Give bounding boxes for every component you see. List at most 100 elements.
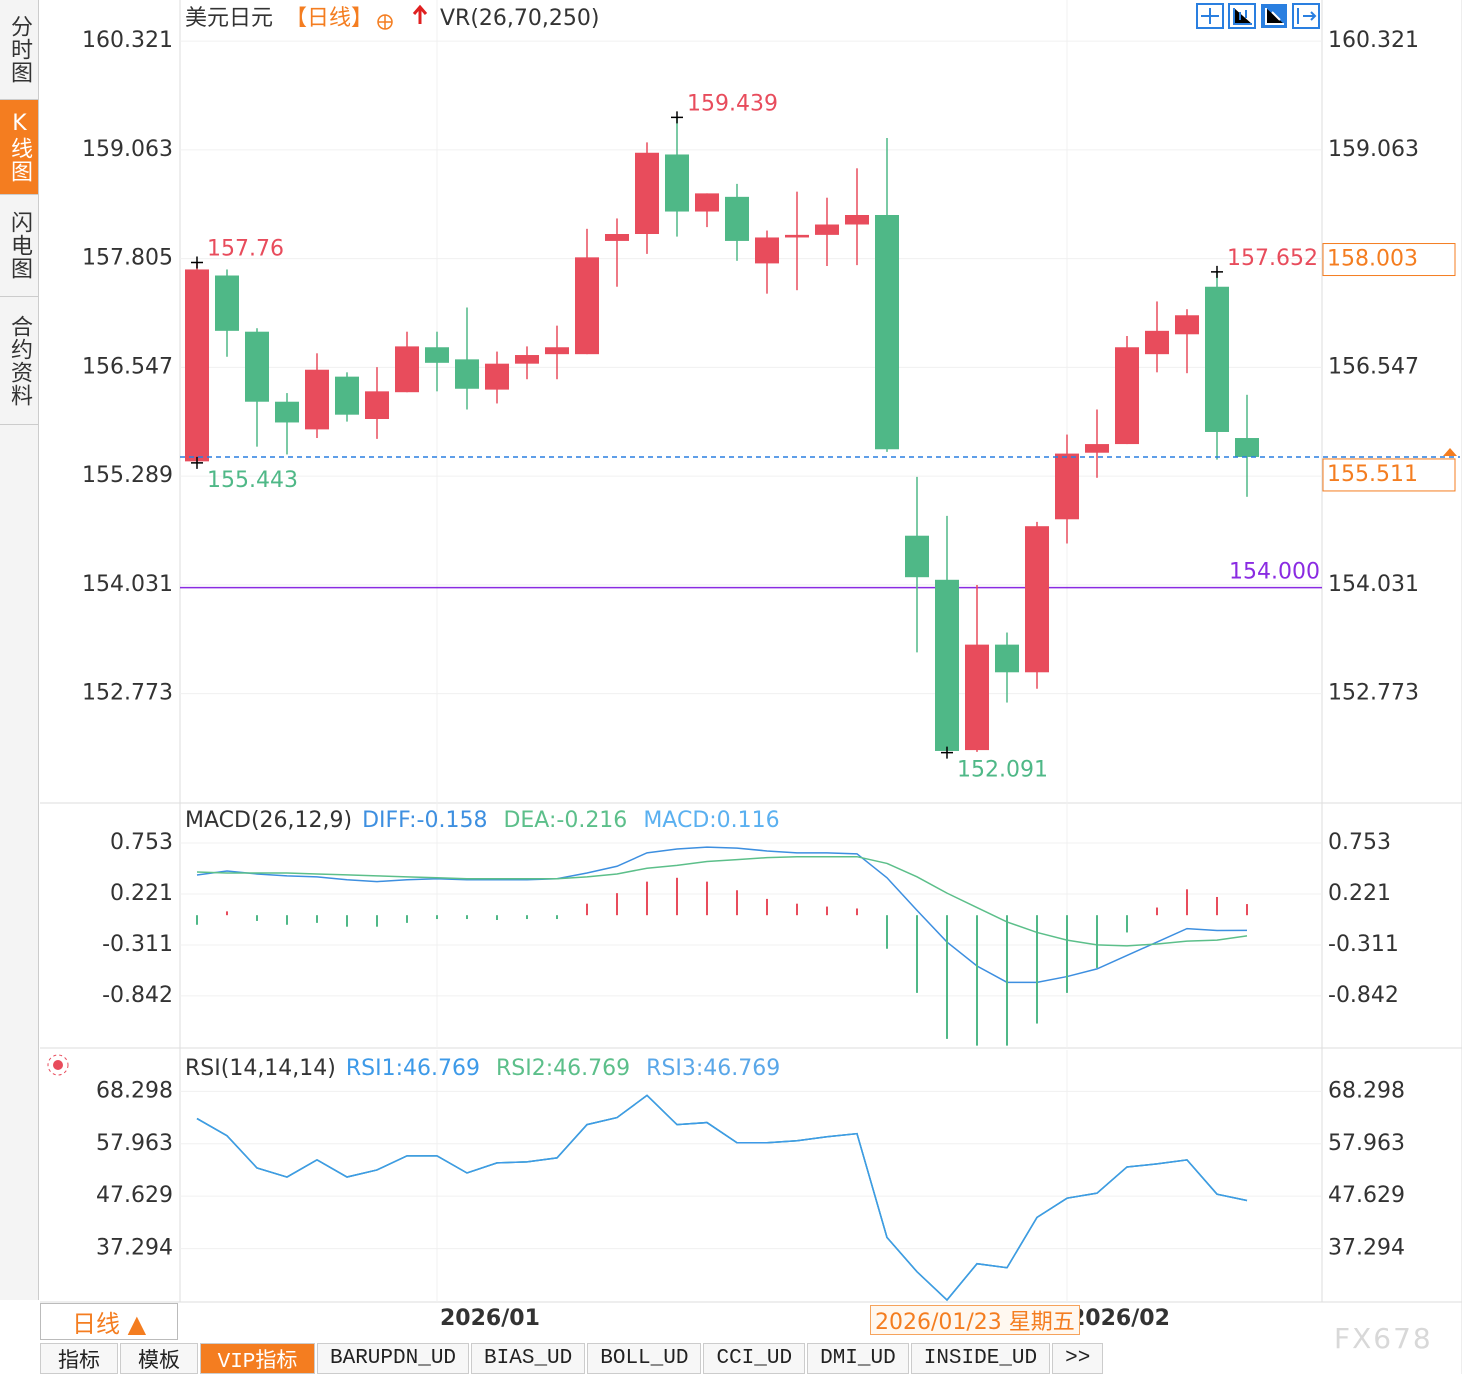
extreme-marker: [191, 456, 203, 469]
y-tick-label-right: 156.547: [1328, 354, 1419, 379]
y-tick-label-right: 154.031: [1328, 572, 1419, 597]
candle-body: [845, 214, 869, 225]
y-tick-label-right: -0.311: [1328, 932, 1399, 957]
watermark: FX678: [1334, 1322, 1433, 1355]
series-line: [196, 846, 1248, 984]
high-label: 159.439: [687, 91, 778, 116]
extreme-marker: [941, 746, 953, 759]
panel-title: MACD(26,12,9): [185, 808, 352, 833]
panel-title: RSI(14,14,14): [185, 1056, 336, 1081]
candle-body: [305, 369, 329, 430]
series-line: [196, 1094, 1248, 1302]
extreme-marker: [671, 111, 683, 124]
indicator-label: VR(26,70,250): [440, 6, 599, 31]
tab[interactable]: CCI_UD: [703, 1343, 806, 1374]
candle-body: [455, 359, 479, 389]
y-tick-label: -0.311: [102, 932, 173, 957]
series-line: [196, 1094, 1248, 1302]
candle-body: [875, 214, 899, 450]
candle-body: [185, 269, 209, 462]
y-tick-label: 160.321: [82, 28, 173, 53]
tab[interactable]: BIAS_UD: [471, 1343, 586, 1374]
icon[interactable]: [1233, 8, 1252, 25]
candle-body: [1145, 330, 1169, 355]
y-tick-label-right: 160.321: [1328, 28, 1419, 53]
candle-body: [545, 347, 569, 355]
toolbar-icons[interactable]: [1196, 3, 1320, 29]
icon[interactable]: [1265, 8, 1284, 25]
candle-body: [1175, 315, 1199, 335]
candle-body: [995, 644, 1019, 673]
y-tick-label: -0.842: [102, 983, 173, 1008]
rsi-icon[interactable]: [47, 1054, 69, 1076]
tab[interactable]: 指标: [40, 1343, 118, 1374]
icon[interactable]: [1297, 8, 1317, 24]
period-button[interactable]: 日线 ▲: [40, 1303, 178, 1340]
settings-icon: [378, 15, 392, 29]
candle-body: [1025, 526, 1049, 673]
sidebar: 分时图 K线图 闪电图 合约资料: [0, 0, 39, 1300]
y-tick-label: 154.031: [82, 572, 173, 597]
candle-body: [965, 644, 989, 751]
sidebar-tab[interactable]: 分时图: [0, 0, 38, 100]
legend-entry: RSI2:46.769: [496, 1056, 630, 1081]
candle-body: [1235, 438, 1259, 457]
price-tag: 155.511: [1327, 462, 1418, 487]
y-tick-label: 68.298: [96, 1078, 173, 1103]
legend-entry: RSI3:46.769: [646, 1056, 780, 1081]
icon[interactable]: [1196, 3, 1224, 29]
tab-bar: 指标 模板 VIP指标 BARUPDN_UD BIAS_UD BOLL_UD CCI_UD D…: [40, 1343, 1104, 1374]
candle-body: [1085, 444, 1109, 453]
extreme-marker: [1211, 265, 1223, 278]
high-label: 157.652: [1227, 246, 1318, 271]
icon[interactable]: [53, 1060, 63, 1070]
candle-body: [905, 535, 929, 578]
y-tick-label: 0.221: [110, 881, 173, 906]
y-tick-label: 152.773: [82, 681, 173, 706]
legend-entry: MACD:0.116: [643, 808, 779, 833]
icon[interactable]: [47, 1054, 69, 1076]
tab[interactable]: 模板: [120, 1343, 198, 1374]
tab[interactable]: >>: [1052, 1343, 1104, 1374]
candle-body: [425, 347, 449, 363]
legend-entry: DEA:-0.216: [503, 808, 627, 833]
candle-body: [755, 237, 779, 264]
y-tick-label: 155.289: [82, 463, 173, 488]
icon[interactable]: [1292, 3, 1320, 29]
low-label: 152.091: [957, 758, 1048, 783]
y-tick-label-right: 0.221: [1328, 881, 1391, 906]
icon[interactable]: [1228, 3, 1256, 29]
price-tag: 158.003: [1327, 247, 1418, 272]
tab[interactable]: INSIDE_UD: [910, 1343, 1051, 1374]
candle-body: [515, 355, 539, 364]
sidebar-tab[interactable]: K线图: [0, 100, 38, 195]
tab[interactable]: VIP指标: [200, 1343, 315, 1374]
candle-body: [245, 331, 269, 402]
candle-body: [935, 579, 959, 751]
y-tick-label-right: -0.842: [1328, 983, 1399, 1008]
price-tag-box: [1322, 458, 1456, 492]
candle-body: [1055, 453, 1079, 520]
icon[interactable]: [1201, 8, 1219, 24]
tab[interactable]: BARUPDN_UD: [317, 1343, 470, 1374]
y-tick-label-right: 0.753: [1328, 830, 1391, 855]
y-tick-label: 159.063: [82, 137, 173, 162]
candle-body: [575, 257, 599, 355]
tab[interactable]: DMI_UD: [807, 1343, 909, 1374]
sidebar-tab[interactable]: 闪电图: [0, 195, 38, 297]
arrow-icon: [412, 4, 428, 24]
tab[interactable]: BOLL_UD: [587, 1343, 702, 1374]
legend-entry: DIFF:-0.158: [362, 808, 487, 833]
candle-body: [485, 363, 509, 390]
y-tick-label-right: 57.963: [1328, 1131, 1405, 1156]
sidebar-tab[interactable]: 合约资料: [0, 297, 38, 425]
period-label: 【日线】: [285, 6, 373, 31]
y-tick-label: 37.294: [96, 1236, 173, 1261]
chart-title: 美元日元: [185, 6, 273, 31]
y-tick-label: 57.963: [96, 1131, 173, 1156]
series-line: [196, 1094, 1248, 1302]
y-tick-label: 0.753: [110, 830, 173, 855]
y-tick-label-right: 152.773: [1328, 681, 1419, 706]
y-tick-label-right: 68.298: [1328, 1078, 1405, 1103]
